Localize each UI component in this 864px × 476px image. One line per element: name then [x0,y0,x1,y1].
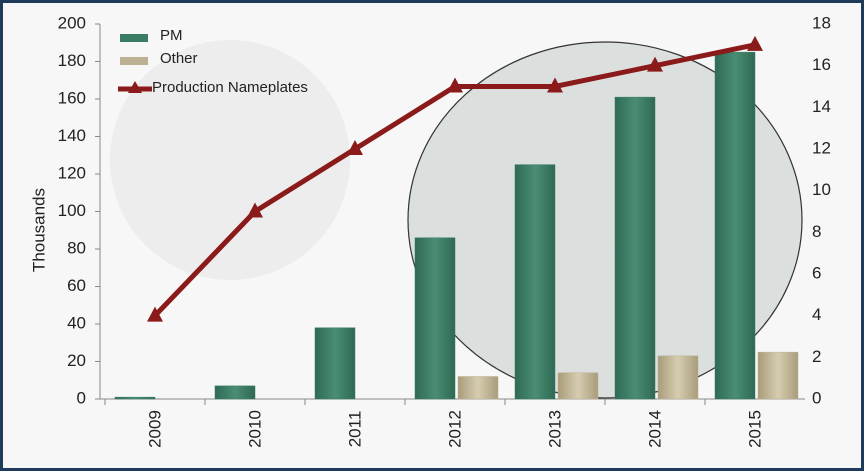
x-tick-label: 2015 [745,410,764,448]
line-marker [347,140,363,155]
bar [757,351,799,400]
x-tick-label: 2011 [345,411,364,448]
y2-tick-label: 16 [812,55,831,74]
y-tick-label: 140 [58,126,86,145]
highlight-circle [407,41,803,399]
y-tick-label: 100 [58,201,86,220]
y-tick-label: 60 [67,276,86,295]
line-marker [147,306,163,322]
background-decoration [110,40,350,280]
legend-swatch [120,57,148,65]
bar [414,237,456,400]
y2-tick-label: 14 [812,97,831,116]
line-marker [547,77,563,93]
y2-tick-label: 10 [812,180,831,199]
legend-label: Other [160,50,198,67]
bar [514,164,556,400]
y-tick-label: 0 [77,388,86,407]
x-tick-label: 2014 [645,410,664,448]
legend-label: Production Nameplates [152,79,308,96]
bar [714,51,756,400]
y-tick-label: 40 [67,313,86,332]
y-tick-label: 80 [67,238,86,257]
x-tick-label: 2012 [445,410,464,448]
line-marker [747,35,763,51]
bar [314,327,356,400]
bar [214,385,256,400]
legend-swatch [120,34,148,42]
bar [114,396,156,400]
y2-tick-label: 12 [812,138,831,157]
bar [557,372,599,400]
y2-tick-label: 8 [812,222,821,241]
y2-tick-label: 4 [812,305,821,324]
bar [614,96,656,400]
y-tick-label: 180 [58,51,86,70]
x-tick-label: 2010 [245,410,264,448]
x-tick-label: 2009 [145,410,164,448]
y-tick-label: 120 [58,163,86,182]
y-tick-label: 20 [67,351,86,370]
x-tick-label: 2013 [545,410,564,448]
bar [457,376,499,400]
y-tick-label: 200 [58,13,86,32]
legend-marker [128,81,142,93]
y-tick-label: 160 [58,88,86,107]
y-axis-label: Thousands [29,188,48,272]
line-marker [247,202,263,218]
line-marker [447,77,463,93]
legend-label: PM [160,27,183,44]
y2-tick-label: 2 [812,347,821,366]
bar [657,355,699,400]
line-marker [647,56,663,72]
y2-tick-label: 0 [812,388,821,407]
y2-tick-label: 18 [812,13,831,32]
y2-tick-label: 6 [812,263,821,282]
